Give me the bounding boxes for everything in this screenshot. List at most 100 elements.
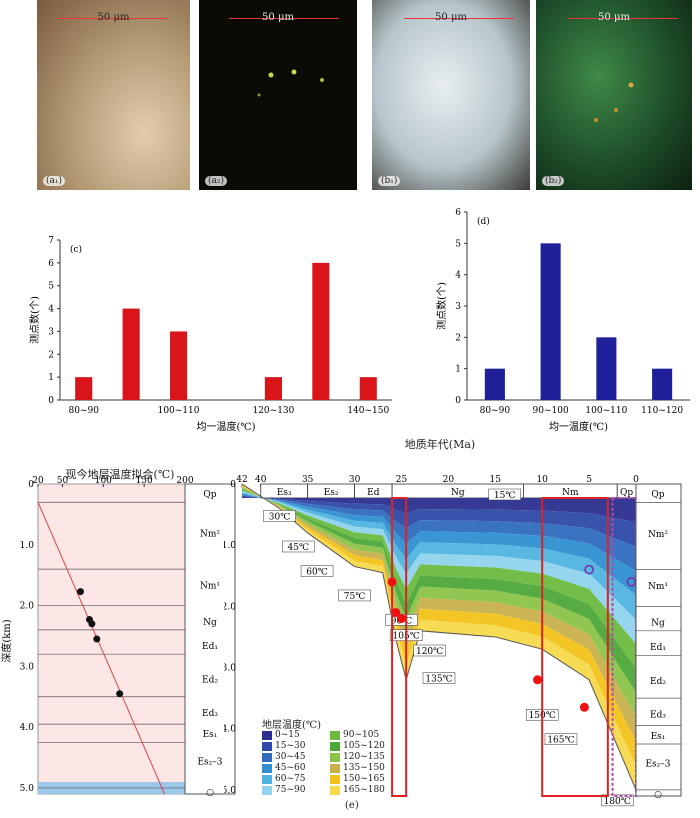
strata-label: Es₁ (651, 732, 666, 742)
depth-tick-label: 4.0 (20, 723, 35, 733)
x-tick-label: 100~110 (158, 406, 200, 416)
scale-label: 50 μm (262, 12, 294, 23)
strata-label: Ed₃ (650, 710, 666, 720)
isotherm-box (263, 510, 296, 522)
photo-b1-image (372, 0, 530, 190)
depth-tick-label: 4.0 (224, 725, 236, 735)
bar (540, 243, 561, 400)
temperature-band (242, 493, 636, 596)
isotherm-box (422, 672, 456, 684)
age-tick-label: 30 (349, 475, 361, 485)
isotherm-label: 120℃ (416, 647, 443, 657)
temp-tick-label: 100 (95, 476, 112, 486)
depth-tick-label: 1.0 (224, 541, 236, 551)
y-tick-label: 6 (455, 208, 461, 218)
legend-label: 135~150 (343, 763, 385, 773)
bar (122, 308, 140, 400)
strata-label: Ed₁ (650, 643, 666, 653)
legend-swatch (262, 752, 272, 762)
temperature-point (116, 690, 124, 698)
depth-tick-label: 1.0 (20, 541, 35, 551)
bar (484, 368, 505, 400)
bar (75, 377, 93, 400)
depth-tick-label: 3.0 (20, 662, 35, 672)
strata-label: Ng (203, 618, 217, 628)
strata-label: Ng (651, 619, 665, 629)
sample-point (396, 614, 406, 624)
temperature-band (242, 496, 636, 523)
isotherm-box (300, 565, 334, 577)
bar (170, 331, 188, 400)
isotherm-label: 30℃ (269, 512, 291, 522)
scale-bar (568, 18, 678, 19)
y-tick-label: 4 (48, 305, 54, 315)
panel-label: (d) (477, 216, 490, 227)
depth-tick-label: 3.0 (224, 664, 236, 674)
legend-item: 120~135 (330, 752, 385, 762)
age-tick-label: 42 (236, 475, 247, 485)
legend-label: 150~165 (343, 774, 385, 784)
legend-label: 90~105 (343, 730, 380, 740)
legend-swatch (330, 785, 340, 795)
bar (359, 377, 377, 400)
x-tick-label: 110~120 (641, 406, 683, 416)
legend-item: 60~75 (262, 774, 305, 784)
temperature-band (242, 495, 636, 547)
legend-item: 15~30 (262, 741, 305, 751)
strata-label: Es₂–3 (197, 758, 222, 768)
strata-label: Ed₂ (202, 676, 218, 686)
x-axis-label: 均一温度(℃) (549, 420, 608, 433)
depth-tick-label: 0 (28, 480, 34, 490)
strata-label: Nm² (648, 530, 668, 540)
temperature-point (93, 635, 101, 643)
legend-swatch (330, 763, 340, 773)
temp-tick-label: 50 (57, 476, 69, 486)
strata-label: Es₁ (203, 730, 218, 740)
age-tick-label: 25 (396, 475, 408, 485)
fluorescence-dots (594, 82, 634, 122)
bar (264, 377, 282, 400)
strata-label: ○ (654, 790, 662, 800)
formation-label: Qp (620, 488, 633, 498)
x-tick-label: 120~130 (252, 406, 294, 416)
bar (596, 337, 617, 400)
formation-label: Ed (367, 488, 380, 498)
scale-label: 50 μm (435, 12, 467, 23)
y-tick-label: 1 (455, 365, 461, 375)
strata-label: Ed₂ (650, 677, 666, 687)
plot-area (37, 483, 186, 795)
temperature-band (242, 492, 636, 620)
legend-label: 0~15 (275, 730, 300, 740)
photo-b1: 50 μm (b₁) (372, 0, 530, 190)
temp-tick-label: 200 (176, 476, 193, 486)
strata-label: Es₂–3 (645, 759, 670, 769)
legend-label: 45~60 (275, 763, 306, 773)
histogram-d: 0 1 2 3 4 5 6 80~90 90~100 100~110 110~120 均一温度(℃) 测… (435, 208, 690, 433)
legend-swatch (330, 730, 340, 740)
y-tick-label: 7 (48, 236, 54, 246)
legend-swatch (262, 785, 272, 795)
sample-point (391, 607, 401, 617)
photo-label: (b₂) (542, 176, 565, 186)
y-tick-label: 6 (48, 259, 54, 269)
age-tick-label: 15 (490, 475, 502, 485)
x-axis-label: 均一温度(℃) (197, 420, 256, 433)
legend-label: 165~180 (343, 785, 385, 795)
y-tick-label: 2 (48, 350, 54, 360)
age-tick-label: 40 (255, 475, 267, 485)
y-tick-label: 3 (455, 302, 461, 312)
legend-title: 地层温度(℃) (262, 720, 321, 731)
left-title: 现今地层温度拟合(℃) (65, 468, 175, 481)
legend-label: 120~135 (343, 752, 385, 762)
basement-line (241, 483, 637, 791)
y-tick-label: 3 (48, 327, 54, 337)
legend-label: 30~45 (275, 752, 306, 762)
age-tick-label: 0 (633, 475, 639, 485)
legend-item: 30~45 (262, 752, 305, 762)
temperature-point (76, 588, 84, 596)
y-tick-label: 2 (455, 333, 461, 343)
panel-label: (c) (70, 244, 82, 255)
strata-label: Ed₃ (202, 709, 218, 719)
legend-label: 60~75 (275, 774, 306, 784)
isotherm-label: 180℃ (604, 797, 631, 807)
